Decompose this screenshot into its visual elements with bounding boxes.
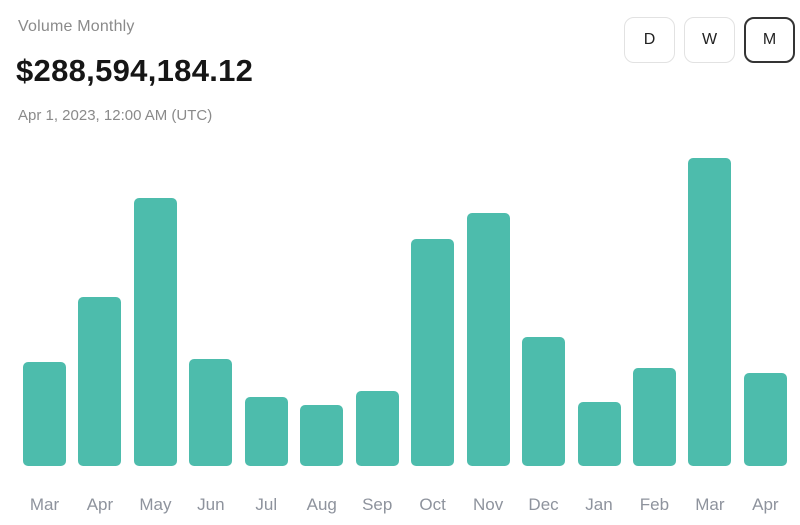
- interval-button-week[interactable]: W: [684, 17, 735, 63]
- volume-value: $288,594,184.12: [16, 53, 254, 88]
- interval-button-month[interactable]: M: [744, 17, 795, 63]
- bar-aug-5[interactable]: [300, 405, 344, 466]
- x-axis-label-2: May: [139, 495, 172, 514]
- x-axis-label-7: Oct: [419, 495, 446, 514]
- x-axis-label-6: Sep: [362, 495, 393, 514]
- x-axis-label-0: Mar: [29, 495, 60, 514]
- bar-apr-13[interactable]: [743, 373, 787, 466]
- x-axis-label-3: Jun: [197, 495, 225, 514]
- x-axis-label-10: Jan: [585, 495, 613, 514]
- bar-sep-6[interactable]: [355, 391, 399, 466]
- x-axis-label-4: Jul: [255, 495, 278, 514]
- bar-jan-10[interactable]: [577, 402, 621, 466]
- bar-oct-7[interactable]: [411, 239, 455, 466]
- bar-nov-8[interactable]: [466, 213, 510, 466]
- bar-mar-12[interactable]: [688, 158, 732, 466]
- bar-jun-3[interactable]: [189, 359, 233, 466]
- bar-jul-4[interactable]: [244, 397, 288, 466]
- x-axis-label-13: Apr: [752, 495, 779, 514]
- chart-bars: [23, 155, 789, 466]
- chart-title: Volume Monthly: [18, 18, 135, 35]
- bar-feb-11[interactable]: [632, 368, 676, 466]
- x-axis-label-1: Apr: [86, 495, 114, 514]
- bar-dec-9[interactable]: [522, 337, 566, 466]
- chart-x-axis-labels: Mar Apr May Jun Jul Aug Sep Oct Nov Dec Jan Feb Mar A…: [23, 495, 789, 517]
- bar-apr-1[interactable]: [78, 297, 122, 466]
- interval-toggle-group: D W M: [624, 17, 795, 63]
- bar-may-2[interactable]: [133, 198, 177, 466]
- x-axis-label-9: Dec: [528, 495, 559, 514]
- x-axis-label-8: Nov: [472, 495, 504, 514]
- x-axis-label-5: Aug: [306, 495, 337, 514]
- interval-button-day[interactable]: D: [624, 17, 675, 63]
- bar-mar-0[interactable]: [23, 362, 66, 466]
- x-axis-label-12: Mar: [695, 495, 725, 514]
- x-axis-label-11: Feb: [639, 495, 670, 514]
- volume-timestamp: Apr 1, 2023, 12:00 AM (UTC): [18, 107, 213, 124]
